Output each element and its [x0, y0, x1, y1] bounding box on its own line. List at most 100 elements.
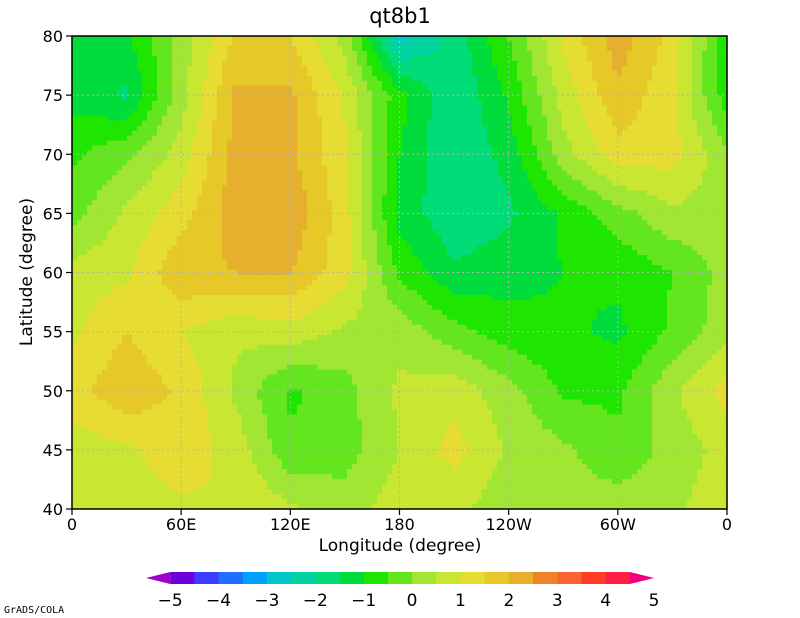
contour-cell — [587, 220, 593, 226]
contour-cell — [417, 170, 423, 177]
contour-cell — [132, 115, 138, 122]
contour-cell — [417, 135, 423, 142]
contour-cell — [477, 215, 483, 221]
contour-cell — [492, 110, 498, 117]
contour-cell — [277, 115, 283, 122]
contour-cell — [562, 65, 568, 72]
contour-cell — [112, 45, 118, 52]
contour-cell — [392, 130, 398, 137]
contour-cell — [247, 160, 253, 167]
contour-cell — [197, 200, 203, 206]
contour-cell — [487, 36, 493, 42]
contour-cell — [542, 105, 548, 112]
contour-cell — [182, 215, 188, 221]
contour-cell — [617, 80, 623, 87]
contour-cell — [607, 205, 613, 211]
contour-cell — [442, 60, 448, 67]
contour-cell — [512, 135, 518, 142]
contour-cell — [132, 95, 138, 102]
contour-cell — [312, 175, 318, 181]
contour-cell — [267, 36, 273, 42]
contour-cell — [652, 75, 658, 82]
contour-cell — [162, 85, 168, 92]
contour-cell — [77, 200, 83, 206]
contour-cell — [72, 70, 78, 77]
contour-cell — [692, 155, 698, 162]
contour-cell — [512, 130, 518, 137]
contour-cell — [432, 50, 438, 57]
contour-cell — [182, 60, 188, 67]
contour-cell — [497, 215, 503, 221]
contour-cell — [452, 180, 458, 186]
contour-cell — [527, 160, 533, 167]
contour-cell — [372, 150, 378, 157]
contour-cell — [377, 175, 383, 181]
contour-cell — [137, 195, 143, 201]
contour-cell — [382, 45, 388, 52]
contour-cell — [342, 165, 348, 172]
contour-cell — [682, 185, 688, 191]
contour-cell — [337, 50, 343, 57]
contour-cell — [262, 185, 268, 191]
contour-cell — [277, 100, 283, 107]
contour-cell — [582, 100, 588, 107]
contour-cell — [547, 170, 553, 177]
contour-cell — [337, 115, 343, 122]
contour-cell — [582, 70, 588, 77]
contour-cell — [567, 145, 573, 152]
contour-cell — [72, 160, 78, 167]
contour-cell — [592, 80, 598, 87]
contour-cell — [392, 100, 398, 107]
contour-cell — [352, 55, 358, 62]
contour-cell — [167, 185, 173, 191]
contour-cell — [417, 36, 423, 42]
contour-cell — [677, 100, 683, 107]
contour-cell — [682, 175, 688, 181]
contour-cell — [717, 220, 723, 226]
contour-cell — [162, 95, 168, 102]
contour-cell — [312, 40, 318, 47]
contour-cell — [122, 195, 128, 201]
contour-cell — [352, 65, 358, 72]
contour-cell — [537, 180, 543, 186]
contour-cell — [537, 170, 543, 177]
contour-cell — [472, 55, 478, 62]
contour-cell — [197, 160, 203, 167]
contour-cell — [712, 85, 718, 92]
contour-cell — [482, 80, 488, 87]
contour-cell — [147, 50, 153, 57]
contour-cell — [167, 145, 173, 152]
contour-cell — [592, 145, 598, 152]
contour-cell — [622, 45, 628, 52]
contour-cell — [387, 200, 393, 206]
contour-cell — [262, 50, 268, 57]
contour-cell — [77, 120, 83, 127]
contour-cell — [557, 90, 563, 97]
contour-cell — [557, 175, 563, 181]
contour-cell — [517, 140, 523, 147]
contour-cell — [322, 85, 328, 92]
contour-cell — [112, 100, 118, 107]
contour-cell — [247, 210, 253, 216]
contour-cell — [132, 105, 138, 112]
contour-cell — [572, 135, 578, 142]
contour-cell — [492, 120, 498, 127]
contour-cell — [577, 205, 583, 211]
contour-cell — [562, 55, 568, 62]
contour-cell — [612, 185, 618, 191]
contour-cell — [467, 55, 473, 62]
contour-cell — [182, 75, 188, 82]
contour-cell — [257, 180, 263, 186]
contour-cell — [367, 155, 373, 162]
contour-cell — [337, 40, 343, 47]
contour-cell — [427, 115, 433, 122]
contour-cell — [612, 140, 618, 147]
contour-cell — [492, 220, 498, 226]
contour-cell — [327, 100, 333, 107]
contour-cell — [567, 150, 573, 157]
contour-cell — [227, 155, 233, 162]
contour-cell — [622, 80, 628, 87]
contour-cell — [287, 95, 293, 102]
contour-cell — [212, 90, 218, 97]
contour-cell — [227, 150, 233, 157]
